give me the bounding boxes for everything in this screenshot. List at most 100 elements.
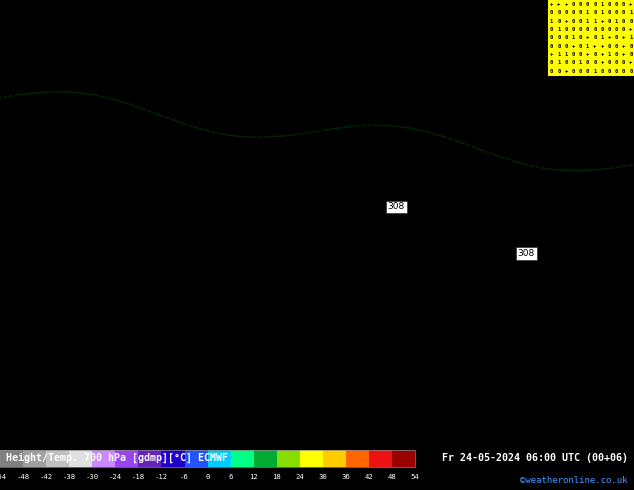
Text: 5: 5 bbox=[110, 226, 113, 231]
Text: 4: 4 bbox=[53, 406, 56, 411]
Text: 5: 5 bbox=[145, 406, 148, 411]
Text: 5: 5 bbox=[301, 254, 304, 259]
Text: 4: 4 bbox=[168, 343, 171, 349]
Text: 4: 4 bbox=[162, 275, 165, 280]
Text: 5: 5 bbox=[191, 378, 194, 383]
Text: 3: 3 bbox=[578, 365, 581, 369]
Text: 6: 6 bbox=[185, 371, 188, 376]
Text: +: + bbox=[179, 61, 183, 66]
Text: 2: 2 bbox=[243, 13, 247, 18]
Text: 1: 1 bbox=[538, 343, 541, 349]
Text: 4: 4 bbox=[451, 226, 455, 231]
Text: 3: 3 bbox=[174, 102, 177, 107]
Text: 3: 3 bbox=[446, 137, 449, 142]
Text: 6: 6 bbox=[58, 130, 61, 135]
Text: 6: 6 bbox=[261, 371, 264, 376]
Text: 5: 5 bbox=[87, 337, 90, 342]
Text: 5: 5 bbox=[422, 406, 425, 411]
Text: 4: 4 bbox=[405, 123, 408, 128]
Text: 5: 5 bbox=[324, 206, 327, 211]
Text: 4: 4 bbox=[630, 130, 634, 135]
Text: 1: 1 bbox=[272, 33, 275, 38]
Text: 1: 1 bbox=[584, 282, 588, 287]
Text: 4: 4 bbox=[613, 275, 616, 280]
Text: 3: 3 bbox=[237, 109, 240, 114]
Text: 5: 5 bbox=[220, 233, 223, 238]
Text: 4: 4 bbox=[417, 247, 420, 252]
Text: 3: 3 bbox=[526, 130, 529, 135]
Text: 1: 1 bbox=[607, 68, 611, 73]
Text: 1: 1 bbox=[191, 74, 194, 80]
Text: 5: 5 bbox=[6, 123, 10, 128]
Text: 5: 5 bbox=[64, 26, 67, 31]
Text: 6: 6 bbox=[341, 282, 345, 287]
Text: 1: 1 bbox=[174, 96, 177, 100]
Text: 3: 3 bbox=[498, 199, 501, 204]
Text: 4: 4 bbox=[584, 213, 588, 218]
Text: 5: 5 bbox=[58, 178, 61, 183]
Text: 2: 2 bbox=[555, 406, 559, 411]
Text: 3: 3 bbox=[584, 371, 588, 376]
Text: 5: 5 bbox=[174, 385, 177, 390]
Text: 3: 3 bbox=[422, 144, 425, 148]
Text: 4: 4 bbox=[376, 185, 379, 190]
Text: 1: 1 bbox=[451, 102, 455, 107]
Text: 4: 4 bbox=[162, 213, 165, 218]
Text: 5: 5 bbox=[347, 433, 351, 438]
Text: 3: 3 bbox=[382, 20, 385, 25]
Text: 5: 5 bbox=[58, 40, 61, 45]
Text: 5: 5 bbox=[127, 323, 131, 328]
Text: 5: 5 bbox=[237, 233, 240, 238]
Text: 5: 5 bbox=[35, 233, 38, 238]
Text: 1: 1 bbox=[486, 282, 489, 287]
Text: 4: 4 bbox=[139, 192, 142, 197]
Text: 4: 4 bbox=[399, 399, 403, 404]
Text: 2: 2 bbox=[602, 240, 605, 245]
Text: 4: 4 bbox=[29, 61, 32, 66]
Text: 4: 4 bbox=[261, 116, 264, 121]
Text: 6: 6 bbox=[399, 426, 403, 431]
Text: 1: 1 bbox=[550, 68, 553, 73]
Text: 6: 6 bbox=[53, 137, 56, 142]
Text: 4: 4 bbox=[399, 385, 403, 390]
Text: 3: 3 bbox=[469, 82, 472, 87]
Text: 3: 3 bbox=[567, 247, 570, 252]
Text: +: + bbox=[586, 52, 589, 57]
Text: 5: 5 bbox=[29, 275, 32, 280]
Text: 1: 1 bbox=[486, 6, 489, 11]
Text: 6: 6 bbox=[318, 426, 321, 431]
Text: 5: 5 bbox=[12, 406, 15, 411]
Text: 5: 5 bbox=[116, 399, 119, 404]
Text: 4: 4 bbox=[105, 371, 108, 376]
Text: 5: 5 bbox=[214, 213, 217, 218]
Text: 1: 1 bbox=[174, 20, 177, 25]
Text: 4: 4 bbox=[185, 357, 188, 363]
Text: 1: 1 bbox=[220, 89, 223, 94]
Text: 4: 4 bbox=[145, 171, 148, 176]
Text: 1: 1 bbox=[255, 178, 258, 183]
Text: 5: 5 bbox=[6, 433, 10, 438]
Text: 3: 3 bbox=[550, 392, 553, 397]
Text: 0: 0 bbox=[463, 26, 466, 31]
Text: +: + bbox=[584, 61, 588, 66]
Text: 5: 5 bbox=[18, 199, 21, 204]
Text: 6: 6 bbox=[440, 406, 443, 411]
Text: 3: 3 bbox=[486, 233, 489, 238]
Text: 3: 3 bbox=[81, 157, 84, 163]
Text: 5: 5 bbox=[145, 282, 148, 287]
Text: 6: 6 bbox=[75, 316, 79, 321]
Text: 5: 5 bbox=[289, 233, 293, 238]
Text: 2: 2 bbox=[596, 385, 599, 390]
Text: 5: 5 bbox=[261, 365, 264, 369]
Text: 5: 5 bbox=[110, 192, 113, 197]
Text: 1: 1 bbox=[590, 109, 593, 114]
Text: 1: 1 bbox=[283, 74, 287, 80]
Text: 5: 5 bbox=[122, 309, 125, 314]
Text: 6: 6 bbox=[231, 254, 235, 259]
Text: 5: 5 bbox=[145, 206, 148, 211]
Text: 6: 6 bbox=[324, 433, 327, 438]
Text: 4: 4 bbox=[168, 178, 171, 183]
Text: 3: 3 bbox=[498, 96, 501, 100]
Text: 3: 3 bbox=[526, 171, 529, 176]
Text: 4: 4 bbox=[613, 309, 616, 314]
